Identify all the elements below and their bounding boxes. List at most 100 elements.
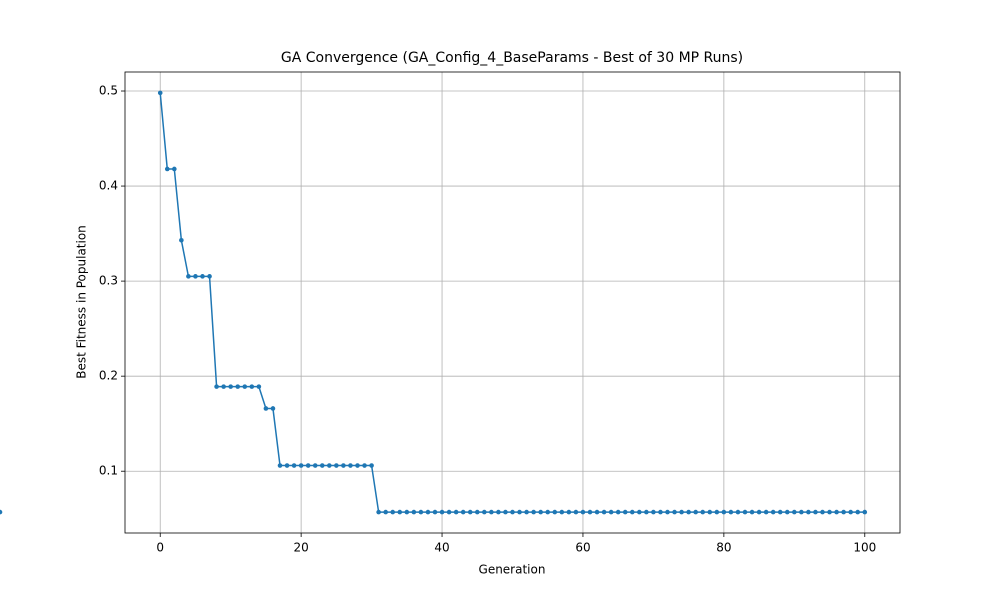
point xyxy=(820,509,825,515)
point xyxy=(496,509,501,515)
point xyxy=(425,509,431,515)
point xyxy=(770,509,776,515)
y-tick-label: 0.2 xyxy=(99,369,118,383)
point xyxy=(228,384,233,389)
x-tick-label: 20 xyxy=(293,541,308,555)
point xyxy=(862,509,868,515)
point xyxy=(312,463,318,468)
point xyxy=(615,509,621,515)
point xyxy=(193,274,198,279)
point xyxy=(531,509,536,515)
point xyxy=(806,509,811,515)
point xyxy=(376,509,381,515)
point xyxy=(503,509,508,515)
point xyxy=(784,509,790,515)
point xyxy=(566,509,572,515)
point xyxy=(622,509,628,515)
point xyxy=(467,509,473,515)
point xyxy=(270,406,276,411)
point xyxy=(334,463,339,468)
point xyxy=(411,509,417,515)
point xyxy=(348,463,353,468)
point xyxy=(200,274,205,279)
point xyxy=(362,463,367,468)
y-axis-label: Best Fitness in Population xyxy=(75,225,89,379)
point xyxy=(693,509,698,515)
point xyxy=(474,509,480,515)
point xyxy=(256,384,262,389)
point xyxy=(482,509,487,515)
point xyxy=(735,509,741,515)
point xyxy=(439,509,445,515)
point xyxy=(341,463,346,468)
point xyxy=(179,237,184,243)
point xyxy=(319,463,325,468)
point xyxy=(369,463,374,468)
point xyxy=(538,509,543,515)
point xyxy=(552,509,558,515)
y-tick-label: 0.1 xyxy=(99,464,118,478)
point xyxy=(291,463,297,468)
point xyxy=(524,509,529,515)
point xyxy=(841,509,846,515)
point xyxy=(263,406,269,411)
point xyxy=(214,384,219,389)
point xyxy=(651,509,656,515)
point xyxy=(249,384,255,389)
point xyxy=(432,509,438,515)
point xyxy=(186,274,191,279)
point xyxy=(397,509,403,515)
point xyxy=(446,509,452,515)
point xyxy=(644,509,649,515)
point xyxy=(390,509,396,515)
point xyxy=(404,509,410,515)
point xyxy=(221,384,226,389)
point xyxy=(799,509,804,515)
point xyxy=(489,509,494,515)
point xyxy=(608,509,614,515)
point xyxy=(665,509,670,515)
x-tick-label: 80 xyxy=(716,541,731,555)
point xyxy=(517,509,522,515)
point xyxy=(827,509,832,515)
point xyxy=(637,509,642,515)
point xyxy=(587,509,593,515)
point xyxy=(207,274,212,279)
y-tick-label: 0.4 xyxy=(99,179,118,193)
point xyxy=(327,463,332,468)
point xyxy=(157,90,163,96)
point xyxy=(355,463,360,468)
point xyxy=(164,166,170,172)
point xyxy=(235,384,241,389)
point xyxy=(305,463,311,468)
point xyxy=(834,509,839,515)
point xyxy=(601,509,607,515)
point xyxy=(594,509,600,515)
x-tick-label: 60 xyxy=(575,541,590,555)
point xyxy=(763,509,769,515)
point xyxy=(545,509,551,515)
point xyxy=(242,384,248,389)
point xyxy=(700,509,706,515)
point xyxy=(721,509,727,515)
point xyxy=(777,509,783,515)
point xyxy=(742,509,748,515)
point xyxy=(418,509,424,515)
point xyxy=(792,509,797,515)
point xyxy=(714,509,720,515)
y-tick-label: 0.3 xyxy=(99,274,118,288)
point xyxy=(0,509,3,515)
point xyxy=(580,509,586,515)
point xyxy=(749,509,755,515)
point xyxy=(672,509,677,515)
point xyxy=(756,509,762,515)
point xyxy=(855,509,861,515)
point xyxy=(573,509,579,515)
point xyxy=(686,509,691,515)
point xyxy=(460,509,466,515)
x-tick-label: 100 xyxy=(853,541,876,555)
point xyxy=(813,509,818,515)
x-axis-label: Generation xyxy=(479,563,546,577)
